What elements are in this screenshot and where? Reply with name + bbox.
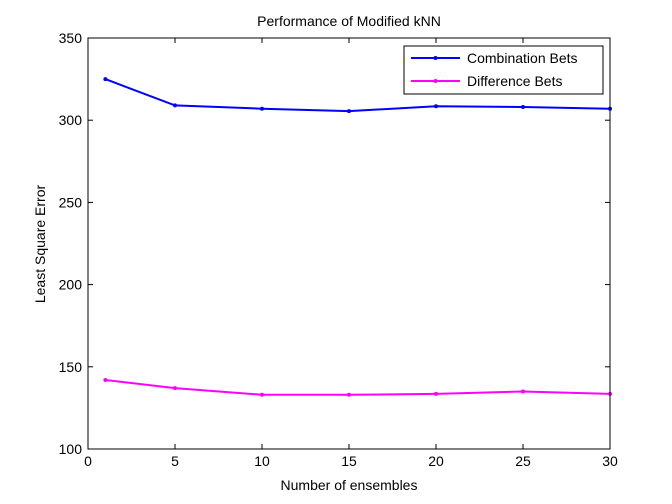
y-tick-label: 300 — [59, 112, 83, 128]
y-tick-label: 350 — [59, 30, 83, 46]
data-point-combination-bets — [103, 77, 108, 82]
data-point-combination-bets — [260, 106, 264, 111]
legend-label-combination: Combination Bets — [467, 50, 578, 66]
x-tick-label: 5 — [171, 453, 179, 469]
data-point-difference-bets — [521, 389, 525, 394]
y-tick-label: 200 — [59, 277, 83, 293]
data-point-combination-bets — [434, 104, 438, 109]
legend: Combination Bets Difference Bets — [403, 45, 604, 95]
x-tick-label: 0 — [84, 453, 92, 469]
legend-marker-difference — [433, 79, 438, 83]
x-tick-label: 10 — [254, 453, 270, 469]
data-point-combination-bets — [521, 105, 525, 110]
x-tick-label: 30 — [602, 453, 618, 469]
data-point-difference-bets — [434, 391, 438, 396]
legend-marker-combination — [433, 56, 438, 60]
y-tick-label: 150 — [59, 359, 83, 375]
x-axis-title: Number of ensembles — [281, 477, 418, 493]
chart-title: Performance of Modified kNN — [257, 13, 441, 29]
data-point-difference-bets — [260, 392, 264, 397]
data-point-difference-bets — [347, 392, 351, 397]
x-tick-label: 25 — [515, 453, 531, 469]
y-tick-label: 100 — [59, 441, 83, 457]
legend-label-difference: Difference Bets — [467, 73, 562, 89]
x-tick-label: 15 — [341, 453, 357, 469]
y-tick-label: 250 — [59, 194, 83, 210]
legend-box — [403, 45, 604, 95]
y-axis-title: Least Square Error — [32, 185, 48, 304]
data-point-combination-bets — [347, 109, 351, 114]
data-point-combination-bets — [173, 103, 177, 108]
x-tick-label: 20 — [428, 453, 444, 469]
data-point-difference-bets — [103, 377, 108, 382]
axes-frame — [87, 37, 611, 450]
data-point-difference-bets — [173, 386, 177, 391]
series-layer — [103, 77, 612, 397]
